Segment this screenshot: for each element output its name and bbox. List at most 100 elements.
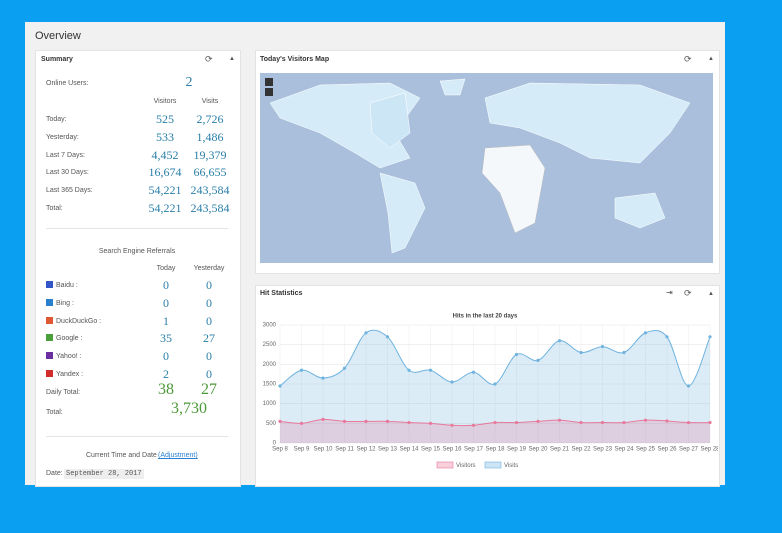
zoom-out[interactable] [265, 88, 273, 96]
daily-total-yesterday: 27 [201, 381, 217, 398]
col-header: Today [156, 265, 176, 272]
engine-icon [46, 334, 53, 342]
today-value: 2 [163, 367, 169, 381]
series-area [280, 330, 710, 443]
point [385, 335, 390, 339]
eurasia [484, 82, 691, 164]
hits-title: Hit Statistics [260, 290, 303, 297]
point [643, 418, 648, 422]
point [600, 345, 605, 349]
x-tick-label: Sep 25 [636, 447, 656, 453]
x-tick-label: Sep 14 [399, 447, 419, 453]
section-title: Search Engine Referrals [98, 248, 176, 255]
x-tick-label: Sep 20 [528, 447, 548, 453]
point [557, 339, 562, 343]
x-tick-label: Sep 19 [507, 447, 527, 453]
x-tick-label: Sep 21 [550, 447, 570, 453]
visits-value: 19,379 [193, 147, 227, 162]
visits-value: 2,726 [196, 112, 224, 126]
total-label: Total: [46, 409, 63, 416]
point [579, 350, 583, 355]
x-tick-label: Sep 23 [593, 447, 613, 453]
point [450, 380, 454, 384]
row-label: Last 7 Days: [46, 151, 85, 159]
today-value: 35 [160, 331, 172, 346]
x-tick-label: Sep 10 [313, 447, 333, 453]
refresh-button[interactable]: ⟳ [684, 288, 692, 298]
date-value: September 28, 2017 [64, 469, 144, 479]
today-value: 0 [163, 349, 169, 364]
legend-label: Visitors [456, 463, 476, 469]
collapse-button[interactable]: ▲ [229, 56, 235, 62]
greenland [439, 78, 466, 96]
engine-icon [46, 352, 53, 360]
engine-label: Bing : [56, 299, 74, 307]
point [407, 420, 411, 425]
map-title: Today's Visitors Map [260, 56, 330, 63]
point [321, 376, 325, 380]
chart-subtitle: Hits in the last 20 days [453, 314, 518, 320]
y-tick-label: 1000 [263, 401, 277, 407]
collapse-button[interactable]: ▲ [708, 291, 714, 297]
point [428, 421, 433, 425]
y-tick-label: 1500 [263, 382, 277, 388]
point [493, 420, 497, 425]
point [450, 423, 454, 427]
refresh-button[interactable]: ⟳ [205, 54, 213, 64]
collapse-button[interactable]: ▲ [708, 56, 714, 62]
point [321, 417, 325, 421]
point [299, 368, 304, 372]
point [536, 419, 540, 423]
export-button[interactable]: ⇥ [666, 288, 673, 297]
summary-box [35, 50, 241, 487]
point [686, 420, 691, 425]
row-label: Last 30 Days: [46, 169, 89, 177]
date-label: Date: [46, 470, 63, 477]
point [514, 352, 519, 357]
col-header: Visitors [153, 98, 177, 105]
x-tick-label: Sep 27 [679, 447, 699, 453]
usa [369, 92, 411, 149]
series-area [280, 419, 710, 443]
today-value: 0 [163, 278, 169, 292]
point [342, 419, 347, 423]
x-tick-label: Sep 8 [272, 447, 288, 453]
y-tick-label: 2000 [263, 362, 277, 368]
point [514, 420, 519, 425]
engine-label: Yandex : [56, 371, 84, 378]
engine-icon [46, 370, 53, 377]
x-tick-label: Sep 13 [378, 447, 398, 453]
australia [614, 192, 666, 229]
y-tick-label: 500 [266, 421, 277, 427]
adjust-link[interactable]: (Adjustment) [158, 452, 198, 459]
today-value: 1 [163, 313, 169, 328]
point [643, 331, 648, 335]
section-title: Current Time and Date [86, 452, 157, 459]
zoom-in[interactable] [265, 78, 273, 86]
visitors-value: 54,221 [148, 201, 182, 215]
engine-label: Yahoo! : [56, 353, 82, 361]
point [622, 350, 626, 355]
x-tick-label: Sep 26 [657, 447, 677, 453]
engine-icon [46, 281, 53, 288]
point [557, 418, 562, 422]
row-label: Last 365 Days: [46, 187, 93, 195]
col-header: Yesterday [193, 265, 225, 272]
x-tick-label: Sep 28 [700, 447, 718, 453]
engine-icon [46, 298, 53, 306]
refresh-button[interactable]: ⟳ [684, 54, 692, 64]
point [471, 423, 476, 427]
today-value: 0 [163, 295, 169, 310]
online-value: 2 [185, 75, 193, 90]
online-label: Online Users: [46, 80, 89, 87]
divider [46, 436, 228, 437]
point [342, 366, 347, 370]
daily-total-today: 38 [158, 381, 174, 398]
row-label: Total: [46, 205, 63, 212]
hits-chart: Hits in the last 20 days 0 500 1000 1500 200… [263, 314, 718, 470]
x-tick-label: Sep 16 [442, 447, 462, 453]
point [385, 419, 390, 423]
legend-label: Visits [504, 463, 518, 469]
point [600, 420, 605, 425]
